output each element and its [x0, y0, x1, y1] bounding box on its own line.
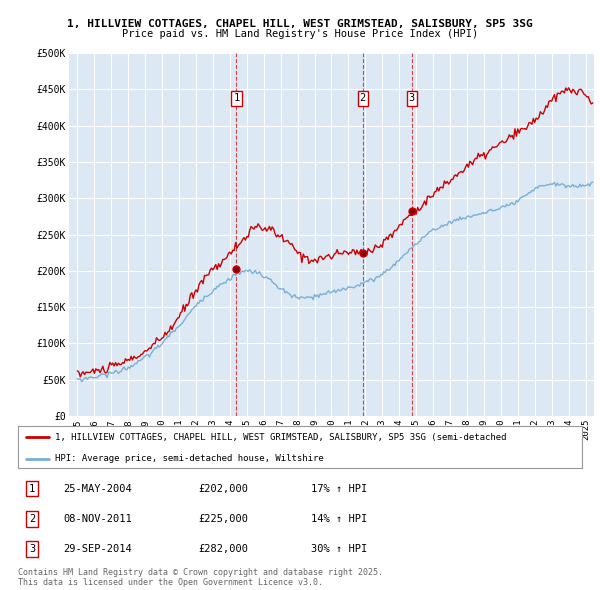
Text: £202,000: £202,000: [199, 484, 248, 494]
Text: HPI: Average price, semi-detached house, Wiltshire: HPI: Average price, semi-detached house,…: [55, 454, 323, 463]
Text: 14% ↑ HPI: 14% ↑ HPI: [311, 514, 368, 524]
Text: 1, HILLVIEW COTTAGES, CHAPEL HILL, WEST GRIMSTEAD, SALISBURY, SP5 3SG: 1, HILLVIEW COTTAGES, CHAPEL HILL, WEST …: [67, 19, 533, 28]
Text: Contains HM Land Registry data © Crown copyright and database right 2025.
This d: Contains HM Land Registry data © Crown c…: [18, 568, 383, 587]
Text: 2: 2: [29, 514, 35, 524]
Text: 17% ↑ HPI: 17% ↑ HPI: [311, 484, 368, 494]
Text: 1, HILLVIEW COTTAGES, CHAPEL HILL, WEST GRIMSTEAD, SALISBURY, SP5 3SG (semi-deta: 1, HILLVIEW COTTAGES, CHAPEL HILL, WEST …: [55, 433, 506, 442]
Text: 30% ↑ HPI: 30% ↑ HPI: [311, 544, 368, 554]
Text: 2: 2: [360, 93, 366, 103]
Text: Price paid vs. HM Land Registry's House Price Index (HPI): Price paid vs. HM Land Registry's House …: [122, 30, 478, 39]
Text: 25-MAY-2004: 25-MAY-2004: [63, 484, 132, 494]
Text: 3: 3: [409, 93, 415, 103]
Text: 3: 3: [29, 544, 35, 554]
Text: 29-SEP-2014: 29-SEP-2014: [63, 544, 132, 554]
Text: 1: 1: [29, 484, 35, 494]
Text: 1: 1: [233, 93, 239, 103]
Text: £225,000: £225,000: [199, 514, 248, 524]
Text: £282,000: £282,000: [199, 544, 248, 554]
Text: 08-NOV-2011: 08-NOV-2011: [63, 514, 132, 524]
